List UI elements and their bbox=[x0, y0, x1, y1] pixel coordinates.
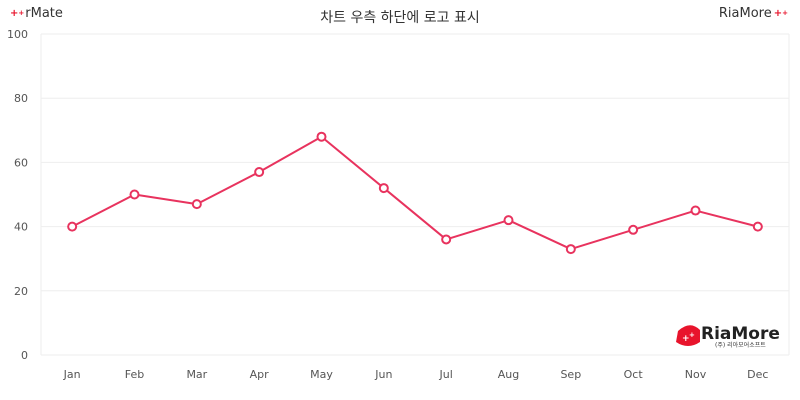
plus-icon: + bbox=[782, 9, 788, 17]
logo-subtitle: (주) 리아모어소프트 bbox=[715, 341, 766, 349]
plus-icon: + bbox=[773, 7, 783, 19]
data-point bbox=[129, 189, 140, 200]
data-point bbox=[752, 221, 763, 232]
plus-icon: + bbox=[18, 9, 25, 17]
data-point bbox=[378, 183, 389, 194]
svg-text:+: + bbox=[682, 334, 690, 344]
axes: 0 20 40 60 80 100 Jan Feb Mar Apr May Jun Jul Aug Sep O… bbox=[7, 28, 790, 381]
left-brand: + + rMate bbox=[10, 6, 63, 21]
x-tick-label: Jan bbox=[63, 368, 81, 381]
logo-name: RiaMore bbox=[701, 324, 780, 344]
data-point bbox=[441, 234, 452, 245]
logo-badge-icon: + + bbox=[676, 325, 700, 346]
data-point bbox=[67, 221, 78, 232]
y-tick-label: 40 bbox=[14, 221, 28, 234]
y-tick-label: 60 bbox=[14, 156, 28, 169]
series bbox=[67, 131, 763, 255]
y-tick-label: 0 bbox=[21, 349, 28, 362]
plus-icon: + bbox=[10, 7, 19, 19]
y-tick-label: 80 bbox=[14, 92, 28, 105]
x-tick-label: Jun bbox=[374, 368, 392, 381]
data-point bbox=[690, 205, 701, 216]
grid bbox=[41, 33, 789, 356]
y-tick-label: 20 bbox=[14, 285, 28, 298]
right-brand: RiaMore + + bbox=[719, 6, 788, 21]
x-tick-label: Nov bbox=[685, 368, 707, 381]
data-point bbox=[191, 199, 202, 210]
svg-text:+: + bbox=[689, 331, 695, 339]
y-tick-label: 100 bbox=[7, 28, 28, 41]
x-tick-label: May bbox=[310, 368, 333, 381]
data-point bbox=[565, 244, 576, 255]
riamore-logo: + + RiaMore (주) 리아모어소프트 bbox=[676, 324, 780, 349]
x-tick-label: Mar bbox=[186, 368, 207, 381]
x-tick-label: Feb bbox=[125, 368, 144, 381]
x-tick-label: Oct bbox=[624, 368, 644, 381]
x-tick-label: Apr bbox=[250, 368, 270, 381]
data-point bbox=[254, 167, 265, 178]
left-brand-label: rMate bbox=[25, 6, 63, 21]
chart-title: 차트 우측 하단에 로고 표시 bbox=[320, 10, 480, 26]
right-brand-label: RiaMore bbox=[718, 6, 772, 21]
x-tick-label: Aug bbox=[498, 368, 519, 381]
x-tick-label: Sep bbox=[560, 368, 581, 381]
x-tick-label: Jul bbox=[439, 368, 453, 381]
data-point bbox=[503, 215, 514, 226]
series-line bbox=[71, 135, 759, 251]
x-tick-label: Dec bbox=[747, 368, 768, 381]
data-point bbox=[628, 224, 639, 235]
data-point bbox=[316, 131, 327, 142]
